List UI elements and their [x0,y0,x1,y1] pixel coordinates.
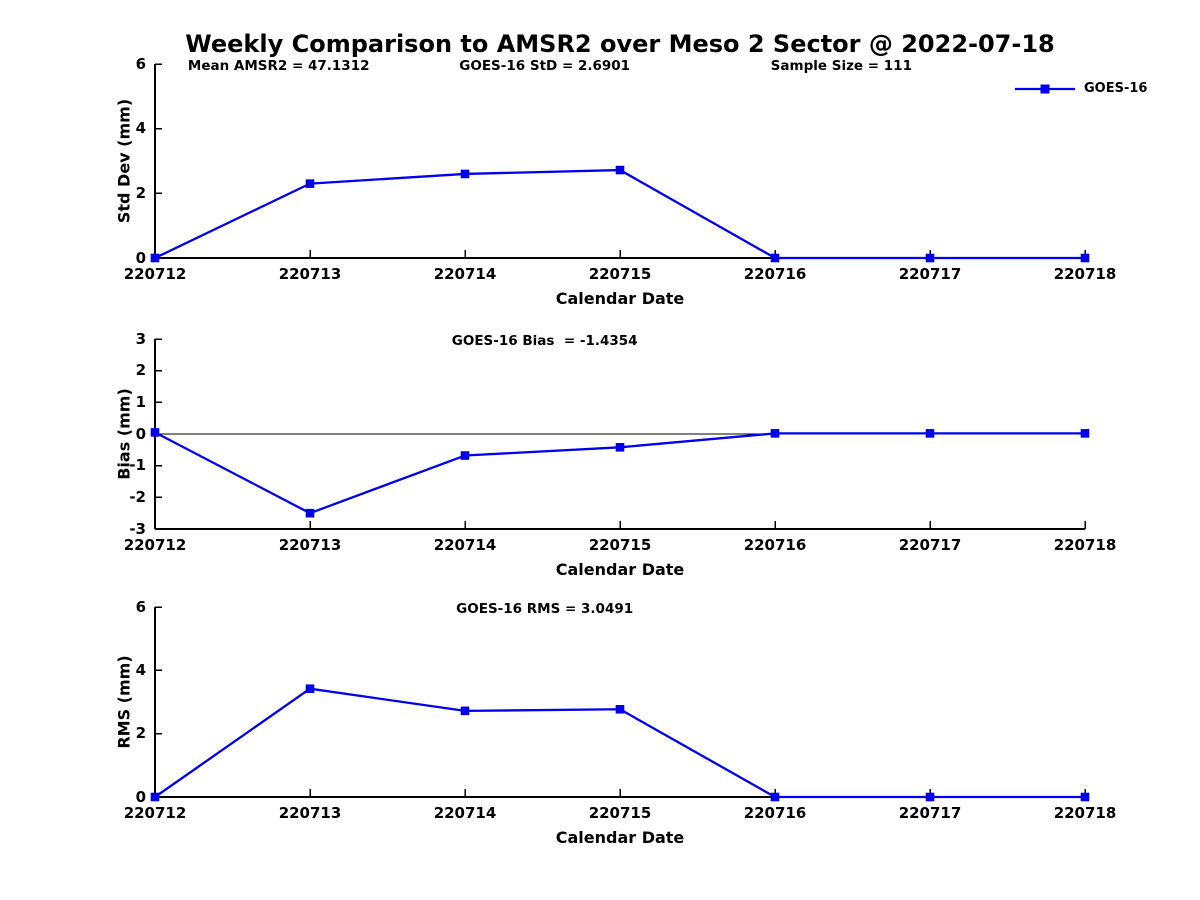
legend-line-marker-swatch [1015,84,1075,94]
std-dev-data-point-marker [150,253,160,263]
bias-x-tick-label: 220717 [898,536,962,554]
bias-x-tick-label: 220715 [588,536,652,554]
bias-data-point-marker [770,429,780,438]
std-dev-data-point-marker [460,169,470,179]
std-dev-y-axis-label: Std Dev (mm) [114,98,134,224]
std-dev-data-line [154,168,1085,260]
bias-x-tick-label: 220718 [1053,536,1117,554]
std-dev-x-axis-label: Calendar Date [555,289,685,308]
legend: GOES-16 [1014,81,1147,97]
bias-data-point-marker [305,508,315,518]
bias-y-tick-label: 0 [135,424,146,443]
std-dev-annotation: GOES-16 StD = 2.6901 [459,58,631,74]
legend-series-label: GOES-16 [1084,81,1148,96]
bias-y-tick-label: -3 [129,519,146,538]
rms-data-point-marker [150,792,160,802]
bias-x-tick-label: 220712 [123,536,187,554]
std-dev-data-point-marker [1080,253,1090,263]
rms-x-tick-label: 220715 [588,804,652,822]
rms-x-tick-label: 220716 [743,804,807,822]
std-dev-x-tick-label: 220718 [1053,265,1117,283]
std-dev-y-tick-label: 0 [135,248,146,267]
std-dev-data-point-marker [305,179,315,188]
std-dev-x-tick-label: 220716 [743,265,807,283]
rms-data-line [154,687,1085,799]
rms-x-tick-label: 220714 [433,804,497,822]
rms-y-tick-label: 4 [135,660,146,679]
std-dev-x-tick-label: 220712 [123,265,187,283]
std-dev-data-point-marker [615,165,625,175]
std-dev-y-tick-label: 2 [135,183,146,202]
rms-y-tick-label: 0 [135,787,146,806]
bias-y-tick-label: -2 [129,487,146,506]
figure-title: Weekly Comparison to AMSR2 over Meso 2 S… [185,30,1055,58]
rms-annotation: GOES-16 RMS = 3.0491 [456,601,634,617]
rms-y-tick-label: 2 [135,724,146,743]
bias-y-tick-label: 3 [135,329,146,348]
bias-y-tick-label: 1 [135,392,146,411]
rms-y-tick-label: 6 [135,597,146,616]
bias-data-point-marker [460,451,470,460]
bias-x-tick-label: 220713 [278,536,342,554]
bias-y-tick-label: -1 [129,456,146,475]
bias-data-point-marker [615,443,625,452]
rms-data-point-marker [770,792,780,802]
std-dev-data-point-marker [925,253,935,263]
rms-x-tick-label: 220717 [898,804,962,822]
rms-data-point-marker [925,792,935,802]
rms-x-tick-label: 220712 [123,804,187,822]
legend-square-marker [1040,84,1050,94]
std-dev-annotation: Mean AMSR2 = 47.1312 [187,58,370,74]
bias-y-tick-label: 2 [135,361,146,380]
std-dev-x-tick-label: 220715 [588,265,652,283]
bias-annotation: GOES-16 Bias = -1.4354 [451,333,638,349]
rms-x-tick-label: 220713 [278,804,342,822]
rms-x-axis-label: Calendar Date [555,828,685,847]
std-dev-x-tick-label: 220714 [433,265,497,283]
std-dev-y-tick-label: 6 [135,54,146,73]
bias-data-point-marker [1080,429,1090,438]
std-dev-x-tick-label: 220717 [898,265,962,283]
std-dev-x-tick-label: 220713 [278,265,342,283]
rms-data-point-marker [305,684,315,693]
bias-data-point-marker [925,429,935,438]
std-dev-data-point-marker [770,253,780,263]
bias-x-tick-label: 220716 [743,536,807,554]
rms-data-point-marker [460,706,470,716]
rms-data-point-marker [1080,792,1090,802]
rms-x-tick-label: 220718 [1053,804,1117,822]
rms-data-point-marker [615,704,625,714]
std-dev-annotation: Sample Size = 111 [770,58,912,74]
bias-x-axis-label: Calendar Date [555,560,685,579]
std-dev-y-tick-label: 4 [135,119,146,138]
bias-data-point-marker [150,428,160,437]
bias-x-tick-label: 220714 [433,536,497,554]
